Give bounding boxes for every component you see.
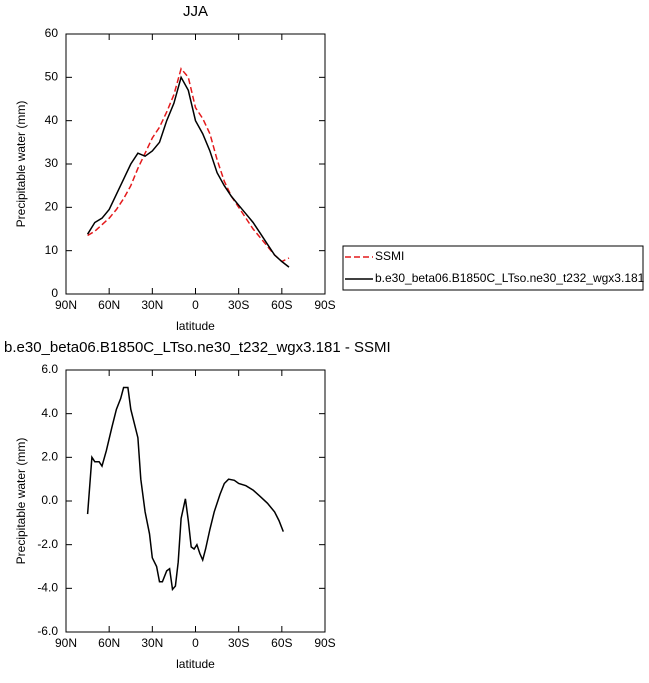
x-tick-label: 30S (228, 636, 249, 650)
y-tick-label: 40 (45, 113, 59, 127)
y-tick-label: 10 (45, 243, 59, 257)
x-tick-label: 90N (55, 298, 77, 312)
y-tick-label: 4.0 (41, 406, 58, 420)
x-tick-label: 30S (228, 298, 249, 312)
y-tick-label: -4.0 (37, 581, 58, 595)
y-tick-label: 0.0 (41, 493, 58, 507)
data-line (86, 386, 284, 592)
x-tick-label: 60N (98, 636, 120, 650)
y-tick-label: 60 (45, 26, 59, 40)
plot-frame (65, 33, 326, 295)
y-tick-label: 6.0 (41, 362, 58, 376)
data-line (87, 67, 290, 263)
x-tick-label: 30N (141, 298, 163, 312)
legend-label: b.e30_beta06.B1850C_LTso.ne30_t232_wgx3.… (375, 271, 645, 285)
x-tick-label: 90S (314, 636, 335, 650)
x-tick-label: 60S (271, 298, 292, 312)
x-axis-label: latitude (176, 657, 215, 671)
x-axis-label: latitude (176, 319, 215, 333)
y-axis-label: Precipitable water (mm) (14, 101, 28, 228)
chart-title: JJA (183, 3, 208, 20)
x-tick-label: 60S (271, 636, 292, 650)
y-tick-label: 2.0 (41, 450, 58, 464)
data-line (86, 75, 290, 268)
legend-box (342, 245, 644, 291)
y-tick-label: 30 (45, 156, 59, 170)
plot-frame (65, 369, 326, 633)
legend-label: SSMI (375, 249, 404, 263)
x-tick-label: 60N (98, 298, 120, 312)
y-tick-label: 0 (51, 286, 58, 300)
chart-title: b.e30_beta06.B1850C_LTso.ne30_t232_wgx3.… (4, 339, 391, 356)
x-tick-label: 0 (192, 298, 199, 312)
x-tick-label: 0 (192, 636, 199, 650)
y-tick-label: -6.0 (37, 624, 58, 638)
x-tick-label: 90S (314, 298, 335, 312)
y-tick-label: 20 (45, 200, 59, 214)
y-tick-label: -2.0 (37, 537, 58, 551)
x-tick-label: 30N (141, 636, 163, 650)
x-tick-label: 90N (55, 636, 77, 650)
y-axis-label: Precipitable water (mm) (14, 438, 28, 565)
y-tick-label: 50 (45, 70, 59, 84)
